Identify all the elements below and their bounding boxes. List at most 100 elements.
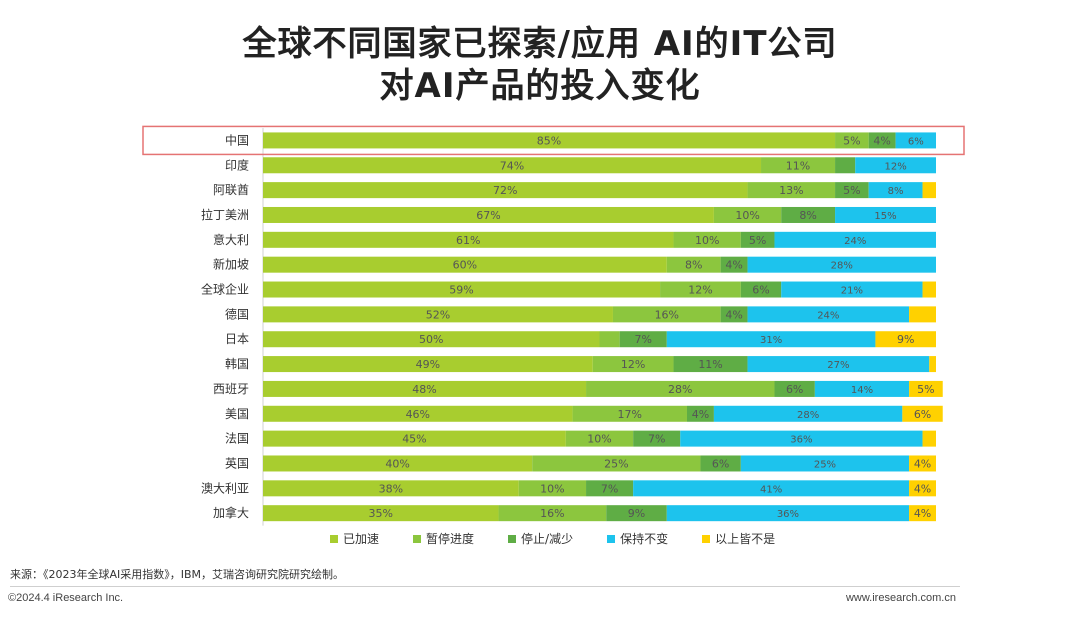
category-label: 美国	[225, 407, 249, 421]
bar-segment	[660, 281, 741, 298]
legend-swatch	[413, 534, 422, 543]
bar-segment	[263, 231, 674, 248]
data-label: 10%	[695, 234, 719, 247]
bar-segment	[720, 256, 748, 273]
bar-segment	[909, 480, 936, 497]
data-label: 36%	[777, 509, 799, 520]
category-label: 韩国	[225, 356, 249, 371]
bar-segment	[666, 505, 910, 522]
data-label: 6%	[914, 408, 931, 421]
bar-segment	[740, 281, 782, 298]
category-label: 新加坡	[213, 257, 249, 272]
bar-segment	[599, 331, 620, 348]
bar-segment	[909, 306, 936, 323]
bar-segment	[572, 405, 687, 422]
data-label: 40%	[385, 457, 409, 470]
bar-segment	[532, 455, 701, 472]
data-label: 28%	[668, 383, 692, 396]
footer-divider	[10, 586, 960, 587]
data-label: 6%	[786, 383, 803, 396]
bar-segment	[680, 430, 923, 447]
data-label: 4%	[914, 457, 931, 470]
bar-segment	[586, 380, 775, 397]
data-label: 5%	[843, 134, 860, 147]
bar-segment	[713, 206, 782, 223]
bar-segment	[700, 455, 741, 472]
data-label: 5%	[843, 184, 860, 197]
bar-segment	[263, 430, 566, 447]
data-label: 8%	[888, 186, 904, 197]
bar-segment	[835, 182, 869, 199]
bar-segment	[263, 281, 661, 298]
bar-segment	[263, 331, 600, 348]
legend-label: 保持不变	[620, 532, 669, 546]
legend-item-stopped: 停止/减少	[508, 530, 573, 547]
data-label: 8%	[685, 259, 702, 272]
bar-segment	[619, 331, 667, 348]
data-label: 6%	[908, 136, 924, 147]
category-label: 日本	[225, 332, 249, 346]
bar-segment	[565, 430, 634, 447]
bar-segment	[612, 306, 721, 323]
data-label: 10%	[735, 209, 759, 222]
bar-segment	[747, 182, 836, 199]
data-label: 85%	[537, 134, 561, 147]
bar-segment	[713, 405, 903, 422]
data-label: 36%	[790, 435, 812, 446]
data-label: 7%	[635, 333, 652, 346]
bar-segment	[774, 380, 815, 397]
bar-segment	[868, 182, 923, 199]
data-label: 74%	[500, 159, 524, 172]
data-label: 12%	[885, 161, 907, 172]
category-label: 澳大利亚	[201, 481, 249, 495]
copyright-text: ©2024.4 iResearch Inc.	[8, 592, 124, 604]
bar-segment	[747, 306, 910, 323]
bar-segment	[666, 331, 876, 348]
bar-segment	[586, 480, 634, 497]
bar-segment	[263, 356, 593, 373]
data-label: 24%	[817, 310, 839, 321]
bar-segment	[633, 480, 910, 497]
data-label: 11%	[698, 358, 722, 371]
legend-label: 已加速	[343, 532, 380, 546]
bar-segment	[835, 206, 936, 223]
data-label: 25%	[814, 459, 836, 470]
bar-segment	[498, 505, 607, 522]
data-label: 28%	[797, 410, 819, 421]
legend-swatch	[330, 534, 338, 543]
legend-item-none: 以上皆不是	[702, 530, 775, 547]
category-label: 拉丁美洲	[201, 207, 249, 222]
data-label: 10%	[540, 482, 564, 495]
category-label: 法国	[225, 432, 249, 446]
legend-label: 暂停进度	[426, 532, 475, 546]
legend-swatch	[508, 534, 517, 543]
data-label: 38%	[379, 482, 403, 495]
data-label: 25%	[604, 457, 628, 470]
highlight-box	[142, 125, 965, 156]
bar-segment	[263, 206, 714, 223]
data-label: 4%	[914, 482, 931, 495]
category-label: 阿联酋	[213, 182, 249, 197]
legend-item-accelerated: 已加速	[330, 530, 379, 547]
bar-segment	[263, 505, 499, 522]
website-link[interactable]: www.iresearch.com.cn	[845, 592, 956, 604]
data-label: 4%	[725, 259, 742, 272]
data-label: 14%	[851, 385, 873, 396]
bar-segment	[902, 405, 943, 422]
data-label: 52%	[426, 308, 450, 321]
bar-segment	[673, 231, 741, 248]
data-label: 4%	[873, 134, 890, 147]
data-label: 13%	[779, 184, 803, 197]
bar-segment	[761, 157, 836, 174]
chart-title-line-1: 全球不同国家已探索/应用 AI的IT公司	[242, 24, 838, 64]
legend-item-paused: 暂停进度	[413, 530, 474, 547]
bar-segment	[606, 505, 667, 522]
legend-swatch	[607, 534, 616, 543]
bar-segment	[909, 380, 943, 397]
data-label: 7%	[648, 433, 665, 446]
bar-segment	[673, 356, 748, 373]
category-label: 加拿大	[213, 505, 249, 520]
bar-segment	[263, 306, 613, 323]
category-label: 德国	[225, 306, 249, 321]
